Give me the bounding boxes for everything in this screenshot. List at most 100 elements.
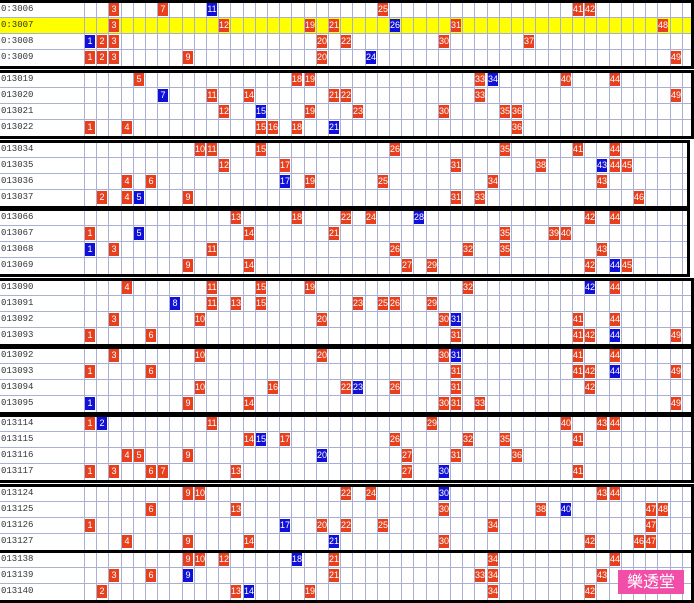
drawn-number: 4 xyxy=(122,535,132,548)
grid-line xyxy=(182,0,183,69)
grid-line xyxy=(267,70,268,139)
grid-line xyxy=(645,484,646,553)
drawn-number: 33 xyxy=(475,191,485,204)
draw-number: 0:3008 xyxy=(1,36,34,46)
draw-number: 013092 xyxy=(1,314,34,324)
drawn-number: 32 xyxy=(463,243,473,256)
grid-line xyxy=(657,484,658,553)
drawn-number: 44 xyxy=(610,417,620,430)
grid-line xyxy=(377,278,378,347)
grid-line xyxy=(523,414,524,483)
grid-line xyxy=(291,208,292,277)
grid-line xyxy=(596,0,597,69)
drawn-number: 22 xyxy=(341,519,351,532)
grid-line xyxy=(438,346,439,415)
grid-line xyxy=(633,0,634,69)
grid-line xyxy=(377,484,378,553)
drawn-number: 41 xyxy=(573,313,583,326)
grid-line xyxy=(450,550,451,603)
grid-line xyxy=(169,484,170,553)
grid-line xyxy=(487,278,488,347)
grid-line xyxy=(682,208,683,277)
special-number: 21 xyxy=(329,535,339,548)
drawn-number: 49 xyxy=(671,397,681,410)
grid-line xyxy=(560,346,561,415)
grid-line xyxy=(621,414,622,483)
grid-line xyxy=(0,501,694,502)
grid-line xyxy=(157,550,158,603)
drawn-number: 45 xyxy=(622,159,632,172)
grid-line xyxy=(0,157,690,158)
grid-line xyxy=(279,70,280,139)
grid-line xyxy=(560,278,561,347)
drawn-number: 42 xyxy=(585,585,595,598)
grid-line xyxy=(572,414,573,483)
drawn-number: 45 xyxy=(622,259,632,272)
special-number: 5 xyxy=(134,227,144,240)
grid-line xyxy=(279,140,280,209)
grid-line xyxy=(645,414,646,483)
grid-line xyxy=(133,414,134,483)
draw-group xyxy=(0,140,690,209)
grid-line xyxy=(145,0,146,69)
grid-line xyxy=(389,70,390,139)
grid-line xyxy=(133,0,134,69)
special-number: 5 xyxy=(134,191,144,204)
grid-line xyxy=(0,241,690,242)
grid-line xyxy=(352,346,353,415)
grid-line xyxy=(0,517,694,518)
drawn-number: 19 xyxy=(305,175,315,188)
grid-line xyxy=(401,278,402,347)
grid-line xyxy=(548,70,549,139)
grid-line xyxy=(438,208,439,277)
grid-line xyxy=(584,414,585,483)
grid-line xyxy=(609,140,610,209)
grid-line xyxy=(389,208,390,277)
drawn-number: 3 xyxy=(109,465,119,478)
drawn-number: 1 xyxy=(85,417,95,430)
draw-number: 013126 xyxy=(1,520,34,530)
grid-line xyxy=(133,346,134,415)
draw-number: 013092 xyxy=(1,350,34,360)
draw-number: 013034 xyxy=(1,144,34,154)
grid-line xyxy=(548,278,549,347)
drawn-number: 12 xyxy=(219,105,229,118)
grid-line xyxy=(450,70,451,139)
grid-line xyxy=(96,140,97,209)
draw-number: 013091 xyxy=(1,298,34,308)
drawn-number: 29 xyxy=(427,417,437,430)
grid-line xyxy=(365,414,366,483)
drawn-number: 9 xyxy=(183,553,193,566)
grid-line xyxy=(560,140,561,209)
grid-line xyxy=(121,208,122,277)
drawn-number: 29 xyxy=(427,297,437,310)
drawn-number: 25 xyxy=(378,3,388,16)
grid-line xyxy=(462,70,463,139)
drawn-number: 41 xyxy=(573,365,583,378)
grid-line xyxy=(194,346,195,415)
grid-line xyxy=(0,103,694,104)
drawn-number: 21 xyxy=(329,19,339,32)
special-number: 31 xyxy=(451,313,461,326)
grid-line xyxy=(352,278,353,347)
drawn-number: 6 xyxy=(146,465,156,478)
grid-line xyxy=(0,17,694,18)
grid-line xyxy=(316,0,317,69)
grid-line xyxy=(316,484,317,553)
grid-line xyxy=(474,278,475,347)
grid-line xyxy=(535,484,536,553)
drawn-number: 1 xyxy=(85,121,95,134)
drawn-number: 12 xyxy=(219,19,229,32)
drawn-number: 44 xyxy=(610,313,620,326)
draw-group xyxy=(0,278,694,347)
drawn-number: 5 xyxy=(134,73,144,86)
grid-line xyxy=(279,278,280,347)
grid-line xyxy=(352,70,353,139)
grid-line xyxy=(377,208,378,277)
drawn-number: 44 xyxy=(610,349,620,362)
grid-line xyxy=(255,414,256,483)
drawn-number: 25 xyxy=(378,175,388,188)
drawn-number: 43 xyxy=(597,243,607,256)
special-number: 30 xyxy=(439,487,449,500)
grid-line xyxy=(621,140,622,209)
